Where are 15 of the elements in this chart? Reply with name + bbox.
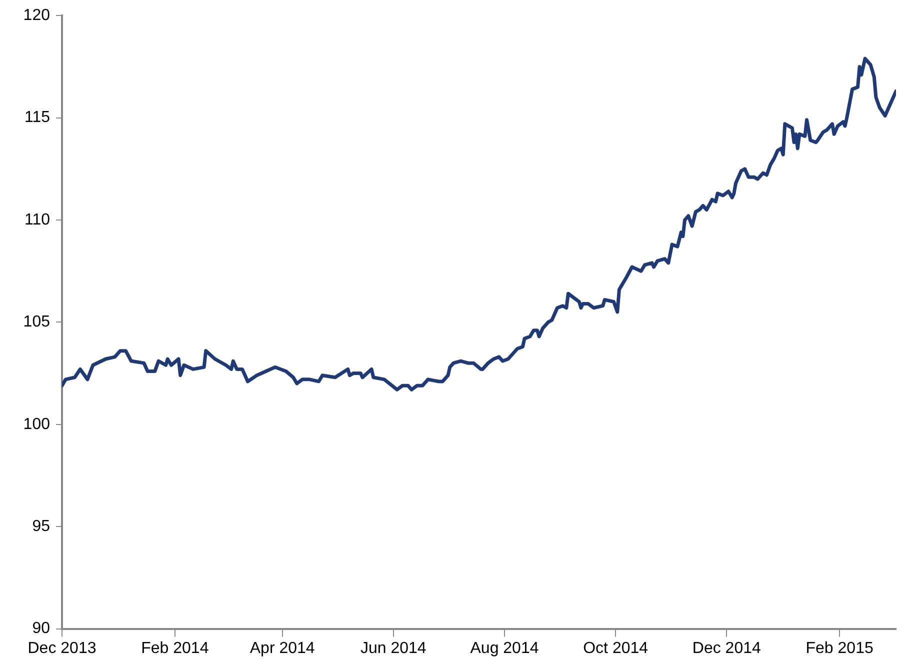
y-tick-label: 105 <box>23 314 50 331</box>
y-tick-label: 90 <box>32 620 50 638</box>
y-tick-label: 115 <box>24 109 50 126</box>
x-tick-label: Dec 2014 <box>692 640 761 657</box>
x-tick-label: Apr 2014 <box>250 640 315 657</box>
x-tick-label: Aug 2014 <box>470 640 539 657</box>
x-tick-label: Dec 2013 <box>28 640 96 657</box>
y-tick-label: 95 <box>32 518 50 536</box>
x-tick-label: Feb 2014 <box>141 640 209 657</box>
x-tick-label: Oct 2014 <box>583 640 648 657</box>
y-tick-label: 120 <box>23 7 50 24</box>
x-tick-label: Feb 2015 <box>806 640 874 657</box>
y-tick-label: 110 <box>24 211 50 228</box>
y-tick-label: 100 <box>23 416 50 433</box>
x-tick-label: Jun 2014 <box>360 640 426 657</box>
